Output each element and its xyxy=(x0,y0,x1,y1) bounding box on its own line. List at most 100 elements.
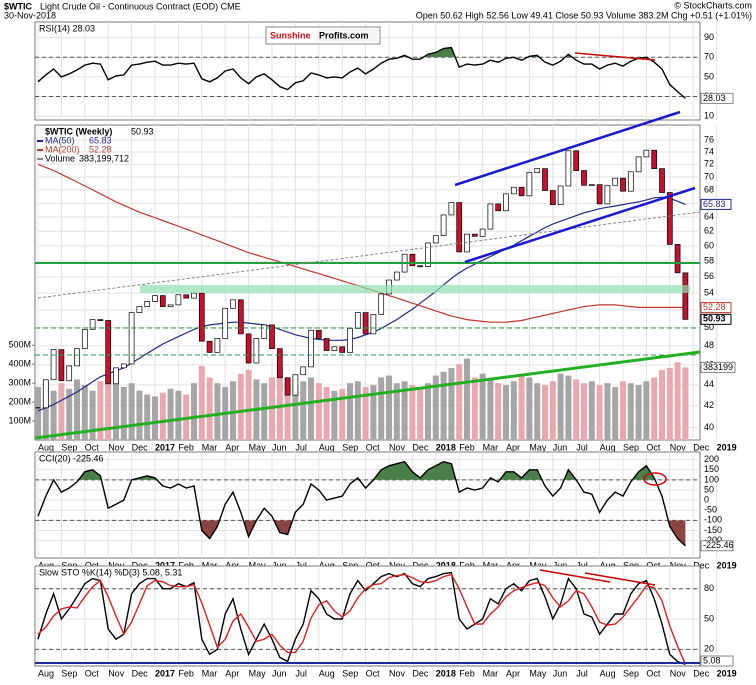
volume-bar xyxy=(245,369,252,440)
x-tick-label: Mar xyxy=(483,560,499,570)
volume-bar xyxy=(74,379,80,440)
y-tick-label: 68 xyxy=(704,184,714,194)
volume-bar xyxy=(635,385,642,440)
x-tick-label: Oct xyxy=(366,442,381,452)
x-tick-label: Dec xyxy=(132,560,149,570)
x-tick-label: 2017 xyxy=(155,560,175,570)
candle-body xyxy=(604,184,611,205)
x-tick-label: Feb xyxy=(459,668,475,678)
highlight-ellipse xyxy=(643,472,667,486)
candle-body xyxy=(596,184,603,205)
volume-bar xyxy=(534,383,541,440)
plot xyxy=(35,46,700,99)
volume-bar xyxy=(565,375,572,440)
candle-body xyxy=(425,242,431,267)
y-tick-label: 200 xyxy=(704,454,719,464)
x-tick-label: Aug xyxy=(600,560,616,570)
volume-bar xyxy=(214,383,221,440)
candle-body xyxy=(230,299,236,309)
candle-body xyxy=(167,304,174,307)
legend-value: 383,199,712 xyxy=(79,153,129,163)
candle-body xyxy=(276,348,283,379)
candle-body xyxy=(495,203,502,212)
divergence-line xyxy=(574,52,656,61)
date: 30-Nov-2018 xyxy=(4,10,56,20)
x-tick-label: Nov xyxy=(389,442,406,452)
candle-body xyxy=(518,186,525,197)
y-tick-label: 44 xyxy=(704,379,714,389)
volume-bar xyxy=(35,386,41,440)
candle-body xyxy=(300,366,307,376)
candle-body xyxy=(659,168,665,193)
x-tick-label: May xyxy=(249,442,267,452)
x-tick-label: Oct xyxy=(85,442,100,452)
x-tick-label: Dec xyxy=(132,668,149,678)
last-value-label: 383199 xyxy=(703,362,733,372)
x-tick-label: Feb xyxy=(178,668,194,678)
volume-bar xyxy=(81,385,88,440)
x-tick-label: Nov xyxy=(108,668,125,678)
panel-frame xyxy=(34,451,701,559)
y-tick-label: 64 xyxy=(704,211,714,221)
panel-title: CCI(20) -225.46 xyxy=(39,453,104,463)
y-tick-label: 0 xyxy=(704,495,709,505)
candle-body xyxy=(526,172,533,197)
last-value-label: 52.28 xyxy=(703,302,726,312)
x-tick-label: Dec xyxy=(412,668,429,678)
y-tick-label: 70 xyxy=(704,171,714,181)
panel-title: RSI(14) 28.03 xyxy=(39,23,95,33)
y2-tick-label: 100M xyxy=(8,415,31,425)
resistance-zone xyxy=(140,285,690,293)
x-tick-label: May xyxy=(529,442,547,452)
candle-body xyxy=(682,272,689,320)
volume-bar xyxy=(401,381,408,440)
candle-body xyxy=(152,295,158,302)
legend-name: MA(200) xyxy=(45,144,80,154)
x-tick-label: Jun xyxy=(272,668,287,678)
candle-body xyxy=(354,312,361,329)
y-tick-label: 58 xyxy=(704,255,714,265)
candle-body xyxy=(58,349,65,382)
volume-bar xyxy=(659,369,665,440)
y-tick-label: 80 xyxy=(704,583,714,593)
y-tick-label: 50 xyxy=(704,484,714,494)
volume-bar xyxy=(542,385,548,440)
x-tick-label: Aug xyxy=(600,442,616,452)
candle-body xyxy=(666,192,673,245)
divergence-line xyxy=(539,569,611,583)
candle-body xyxy=(573,150,580,171)
candle-body xyxy=(440,214,447,236)
instrument-name: Light Crude Oil - Continuous Contract (E… xyxy=(40,1,241,11)
x-tick-label: Nov xyxy=(108,442,125,452)
volume-bar xyxy=(50,390,57,440)
x-tick-label: Oct xyxy=(646,668,661,678)
candle-body xyxy=(347,328,353,353)
x-tick-label: Aug xyxy=(38,442,54,452)
candle-body xyxy=(362,312,369,335)
x-tick-label: Oct xyxy=(646,442,661,452)
annotations xyxy=(34,52,701,664)
logo-right-box xyxy=(316,29,378,42)
y2-tick-label: 200M xyxy=(8,396,31,406)
y-tick-label: 10 xyxy=(704,110,714,120)
candle-body xyxy=(198,292,205,342)
x-tick-label: Jul xyxy=(576,668,588,678)
volume-bar xyxy=(198,366,205,440)
volume-bar xyxy=(651,377,658,440)
candle-body xyxy=(448,202,455,216)
candle-body xyxy=(409,253,416,267)
volume-bar xyxy=(42,381,49,440)
candle-body xyxy=(191,292,197,299)
candle-body xyxy=(417,265,424,268)
x-tick-label: Nov xyxy=(670,442,687,452)
volume-bar xyxy=(495,383,502,440)
volume-bar xyxy=(347,383,353,440)
x-tick-label: May xyxy=(249,668,267,678)
candle-body xyxy=(674,244,681,274)
last-value-box xyxy=(700,198,732,210)
candle-body xyxy=(643,149,650,158)
x-tick-label: Feb xyxy=(459,560,475,570)
volume-bar xyxy=(144,394,151,440)
y-tick-label: 72 xyxy=(704,159,714,169)
